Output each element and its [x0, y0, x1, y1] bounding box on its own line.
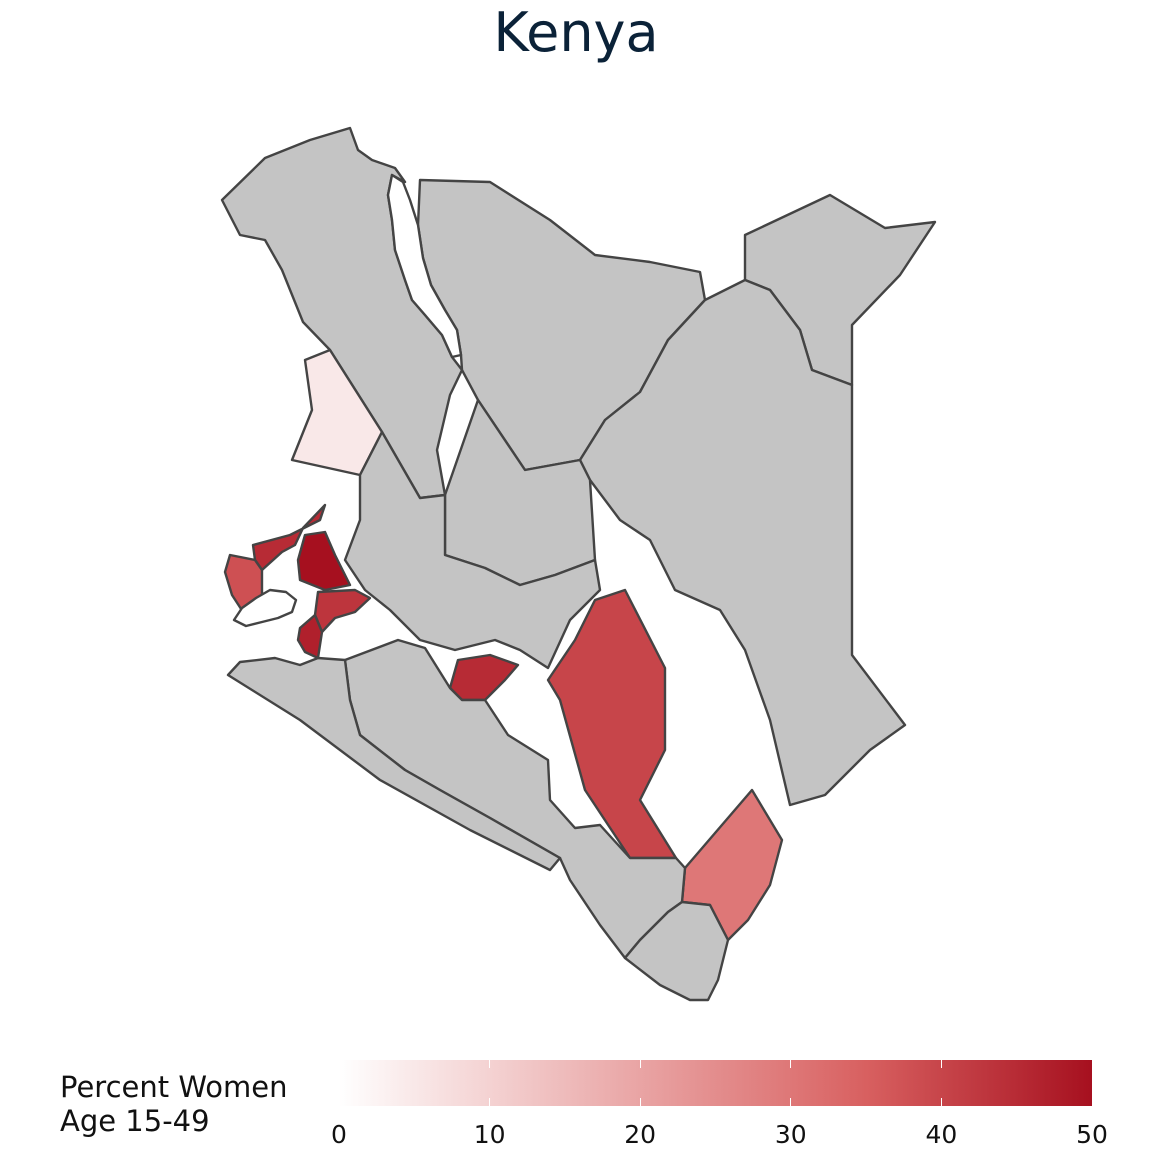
legend-tick-mark — [489, 1098, 491, 1106]
legend-tick-label: 50 — [1076, 1120, 1108, 1149]
legend-tick-label: 30 — [774, 1120, 807, 1149]
legend-tick-mark — [790, 1098, 792, 1106]
legend-tick-mark — [338, 1098, 340, 1106]
region-central — [343, 430, 602, 670]
region-west-e — [296, 613, 324, 660]
legend-tick-mark — [639, 1060, 641, 1068]
legend-tick-mark — [639, 1098, 641, 1106]
legend-tick-label: 10 — [473, 1120, 506, 1149]
legend-title-line1: Percent Women — [60, 1070, 288, 1104]
legend-title-line2: Age 15-49 — [60, 1104, 210, 1138]
legend-color-bar — [339, 1060, 1092, 1106]
legend-tick-mark — [489, 1060, 491, 1068]
legend-tick-mark — [940, 1060, 942, 1068]
legend-tick-mark — [940, 1098, 942, 1106]
region-west-d — [313, 588, 372, 634]
kenya-map — [220, 126, 937, 1002]
legend-tick-mark — [1091, 1098, 1093, 1106]
legend-tick-label: 20 — [624, 1120, 657, 1149]
legend-tick-mark — [338, 1060, 340, 1068]
region-coast-south — [623, 900, 730, 1002]
lake-victoria — [232, 588, 298, 628]
region-south-west — [226, 656, 562, 872]
lake-turkana — [386, 173, 463, 359]
region-east — [578, 278, 907, 807]
legend-tick-label: 40 — [925, 1120, 958, 1149]
region-nairobi-area — [448, 653, 520, 702]
legend-tick-mark — [790, 1060, 792, 1068]
legend-tick-label: 0 — [331, 1120, 347, 1149]
region-kitui — [546, 588, 678, 860]
legend-tick-mark — [1091, 1060, 1093, 1068]
region-west-b — [296, 530, 352, 592]
map-title: Kenya — [493, 1, 659, 64]
legend-title: Percent Women Age 15-49 — [60, 1070, 288, 1138]
